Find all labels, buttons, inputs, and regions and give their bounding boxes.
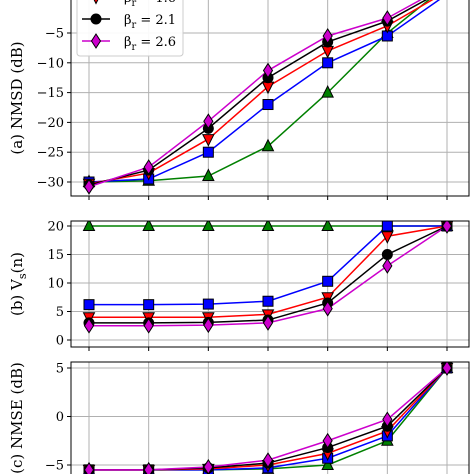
data-point-s5-x1 [83, 178, 95, 195]
data-point-s5-x5 [322, 300, 333, 317]
data-point-s5-x1 [83, 317, 95, 334]
axes-frame [70, 0, 470, 197]
data-point-s2-x4 [262, 295, 274, 307]
data-point-s3-x4 [261, 81, 275, 95]
y-tick-label: −10 [37, 56, 64, 71]
y-tick-label: 5 [56, 362, 64, 377]
panel-c-nmse: −5 0 5 (c) NMSE (dB) [8, 361, 470, 474]
data-point-s2-x1 [83, 299, 95, 311]
data-point-s1-x3 [202, 221, 215, 231]
axes-frame [70, 220, 470, 348]
y-tick-label: −15 [37, 86, 64, 101]
data-point-s5-x4 [262, 62, 274, 79]
y-tick-label: 0 [56, 334, 64, 349]
data-point-s1-x4 [261, 221, 275, 231]
data-point-s5-x7 [441, 221, 453, 234]
data-point-s2-x4 [262, 99, 274, 111]
data-point-s2-x5 [322, 275, 334, 287]
data-point-s5-x3 [203, 317, 214, 334]
data-point-s5-x3 [203, 113, 214, 130]
panel-a-nmsd: −30−25−20−15−10−5(a) NMSD (dB)βr = 1.6βr… [8, 0, 470, 200]
y-tick-label: −20 [37, 116, 64, 131]
y-axis-label: (a) NMSD (dB) [8, 41, 26, 154]
y-tick-label: −5 [45, 459, 64, 474]
y-axis-label: (c) NMSE (dB) [8, 362, 26, 474]
data-point-s5-x2 [143, 461, 154, 474]
data-point-s1-x5 [321, 84, 334, 98]
legend-box [76, 0, 184, 57]
legend-label: βr = 2.1 [124, 13, 176, 31]
data-point-s5-x4 [262, 314, 274, 331]
y-tick-label: 20 [47, 220, 64, 235]
y-tick-label: −25 [37, 146, 64, 161]
data-point-s5-x6 [382, 10, 393, 27]
data-point-s2-x3 [202, 298, 214, 310]
legend-label: βr = 1.6 [124, 0, 176, 9]
y-tick-label: 5 [56, 305, 64, 320]
legend-marker [90, 33, 102, 49]
data-point-s2-x3 [202, 146, 214, 158]
data-point-s5-x7 [441, 362, 453, 376]
panel-b-vs: 0 5 10 15 20 (b) Vs(n) [8, 220, 470, 351]
data-point-s3-x6 [381, 231, 394, 244]
data-point-s5-x6 [382, 257, 393, 274]
axes-frame [70, 361, 470, 474]
y-tick-label: −5 [45, 27, 64, 42]
data-point-s1-x4 [261, 138, 275, 152]
data-point-s5-x5 [322, 28, 333, 44]
data-point-s3-x5 [321, 45, 334, 59]
data-point-s3-x3 [202, 134, 215, 147]
y-tick-label: 15 [47, 248, 64, 263]
data-point-s2-x6 [381, 221, 393, 232]
data-point-s5-x4 [262, 452, 274, 469]
y-tick-label: −30 [37, 176, 64, 191]
series-group [82, 0, 441, 195]
data-point-s1-x3 [202, 168, 215, 182]
data-point-s1-x5 [321, 457, 334, 470]
legend-label: βr = 2.6 [124, 35, 176, 53]
data-point-s2-x2 [143, 299, 155, 311]
data-point-s1-x1 [82, 221, 96, 231]
series-group [82, 362, 454, 474]
legend-marker [93, 0, 99, 5]
data-point-s5-x5 [322, 432, 333, 449]
data-point-s5-x6 [382, 411, 393, 428]
series-group [82, 221, 454, 334]
data-point-s1-x2 [142, 221, 155, 231]
legend-marker [90, 13, 102, 25]
data-point-s1-x5 [321, 221, 334, 231]
y-axis-label: (b) Vs(n) [8, 252, 29, 316]
data-point-s2-x5 [322, 57, 334, 69]
data-point-s5-x2 [143, 159, 154, 176]
legend: βr = 1.6 βr = 2.1 βr = 2.6 [76, 0, 184, 57]
data-point-s5-x2 [143, 317, 154, 334]
data-point-s5-x1 [83, 461, 95, 474]
y-tick-label: 10 [47, 277, 64, 292]
y-tick-label: 0 [56, 410, 64, 425]
